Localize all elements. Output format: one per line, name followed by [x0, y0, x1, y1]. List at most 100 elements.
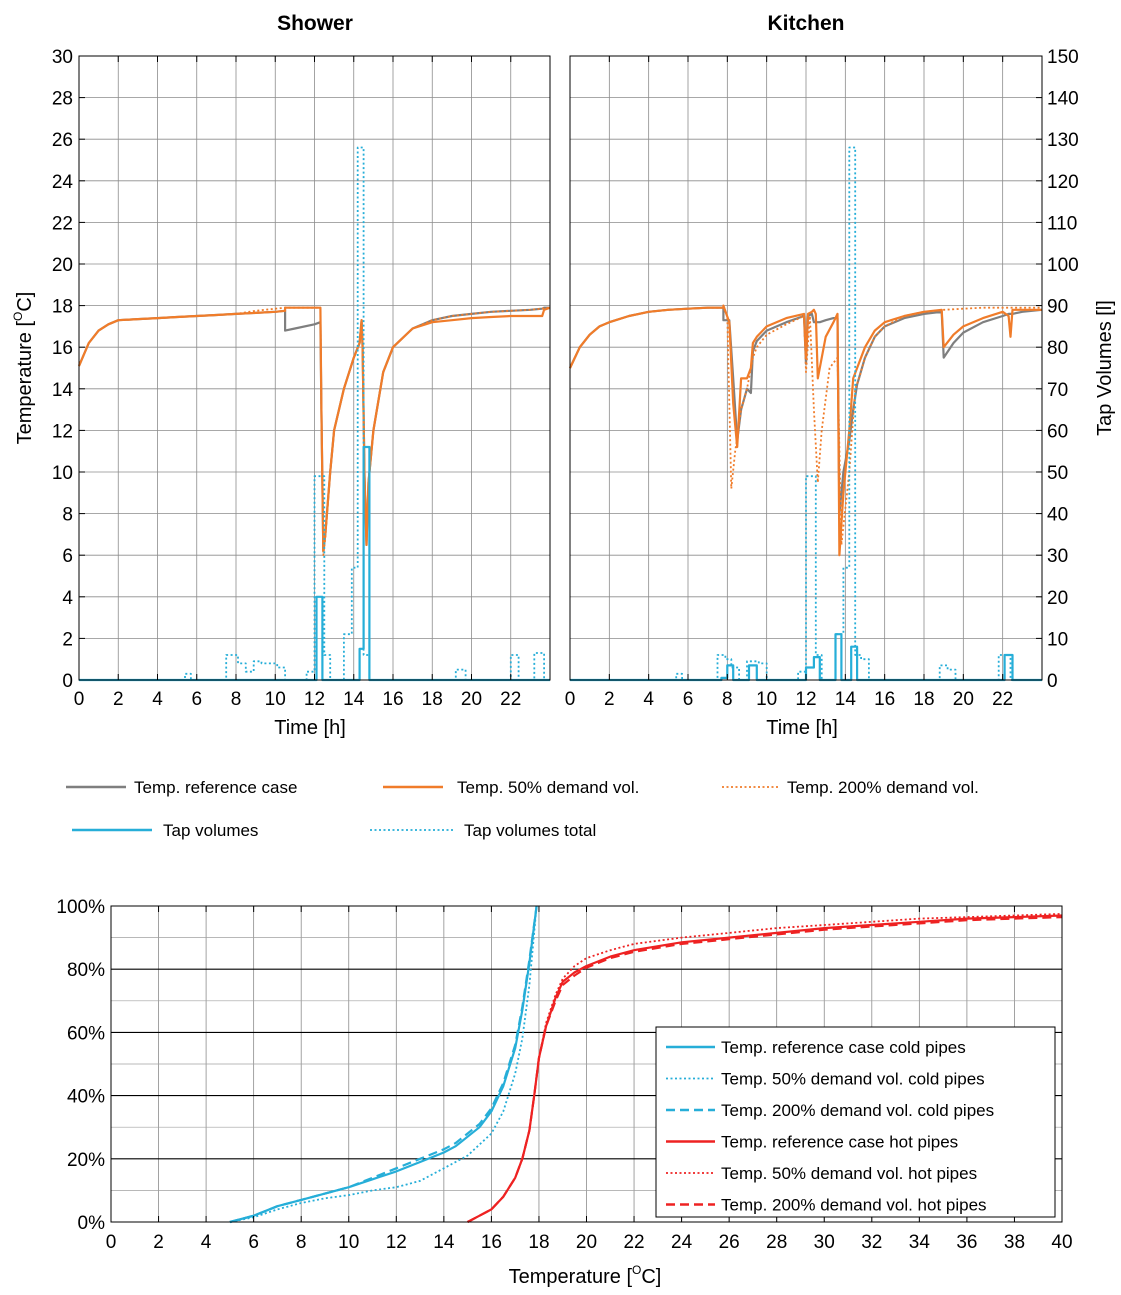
- series-line-2: [78, 306, 551, 557]
- cumulative-series: [229, 905, 1063, 1224]
- x-tick-label: 22: [623, 1232, 644, 1253]
- x-tick-label: 24: [671, 1232, 693, 1253]
- y-tick-label: 4: [62, 588, 73, 609]
- series-line-4: [570, 146, 1042, 681]
- x-tick-label: 4: [643, 689, 654, 710]
- x-tick-label: 20: [953, 689, 974, 710]
- legend-label: Temp. reference case: [134, 778, 297, 797]
- y2-tick-label: 20: [1047, 588, 1068, 609]
- y-tick-label: 0%: [78, 1213, 106, 1234]
- shower-gridlines: [79, 56, 550, 680]
- y2-tick-label: 80: [1047, 338, 1068, 359]
- x-tick-label: 16: [874, 689, 895, 710]
- x-tick-label: 14: [835, 689, 857, 710]
- x-tick-label: 10: [265, 689, 286, 710]
- y-tick-label: 80%: [67, 960, 105, 981]
- legend-label: Temp. 200% demand vol.: [787, 778, 979, 797]
- series-line-4: [79, 146, 550, 681]
- x-tick-label: 40: [1051, 1232, 1072, 1253]
- y-tick-label: 18: [52, 297, 73, 318]
- x-tick-label: 20: [461, 689, 482, 710]
- kitchen-title: Kitchen: [767, 12, 844, 35]
- x-tick-label: 10: [756, 689, 777, 710]
- x-tick-label: 26: [719, 1232, 740, 1253]
- x-tick-label: 6: [248, 1232, 259, 1253]
- y-tick-label: 30: [52, 47, 73, 68]
- kitchen-chart: 0 2 4 6 8 10 12 14 16 18 20 22 0 10 20 30 40 50 60 70 80 90 1…: [565, 12, 1116, 739]
- cumulative-y-ticks: 0% 20% 40% 60% 80% 100%: [56, 897, 105, 1234]
- y2-tick-label: 110: [1047, 213, 1077, 234]
- legend-label: Temp. 50% demand vol.: [457, 778, 639, 797]
- cumulative-x-ticks: 0 2 4 6 8 10 12 14 16 18 20 22 24 26 28 30 32 34 36 38 40: [106, 906, 1073, 1253]
- x-tick-label: 10: [338, 1232, 359, 1253]
- y2-tick-label: 40: [1047, 505, 1068, 526]
- x-tick-label: 12: [304, 689, 325, 710]
- legend-label: Temp. 50% demand vol. cold pipes: [721, 1070, 985, 1089]
- tap-volumes-y2-axis-label: Tap Volumes [l]: [1094, 300, 1116, 436]
- x-tick-label: 0: [106, 1232, 117, 1253]
- x-tick-label: 22: [992, 689, 1013, 710]
- x-tick-label: 4: [201, 1232, 212, 1253]
- x-tick-label: 14: [343, 689, 365, 710]
- y2-tick-label: 50: [1047, 463, 1068, 484]
- y-tick-label: 16: [52, 338, 73, 359]
- cumulative-x-axis-label: Temperature [OC]: [509, 1263, 662, 1288]
- y-tick-label: 20%: [67, 1150, 105, 1171]
- legend-label: Tap volumes: [163, 821, 258, 840]
- kitchen-x-axis-label: Time [h]: [766, 717, 838, 739]
- x-tick-label: 12: [386, 1232, 407, 1253]
- x-tick-label: 16: [481, 1232, 502, 1253]
- x-tick-label: 32: [861, 1232, 882, 1253]
- y2-tick-label: 10: [1047, 629, 1068, 650]
- y-tick-label: 20: [52, 255, 73, 276]
- cdf-series-3: [467, 914, 1063, 1223]
- legend-box: [655, 1026, 1056, 1218]
- kitchen-y2-ticks: 0 10 20 30 40 50 60 70 80 90 100 110 120 130 140 150: [1036, 47, 1079, 692]
- x-tick-label: 14: [433, 1232, 455, 1253]
- y2-tick-label: 120: [1047, 172, 1079, 193]
- y2-tick-label: 90: [1047, 297, 1068, 318]
- x-tick-label: 18: [422, 689, 443, 710]
- x-tick-label: 36: [956, 1232, 977, 1253]
- x-tick-label: 8: [231, 689, 242, 710]
- y2-tick-label: 0: [1047, 671, 1058, 692]
- y2-tick-label: 150: [1047, 47, 1079, 68]
- y-tick-label: 6: [62, 546, 73, 567]
- x-tick-label: 12: [795, 689, 816, 710]
- x-tick-label: 8: [722, 689, 733, 710]
- legend-label: Temp. 50% demand vol. hot pipes: [721, 1164, 977, 1183]
- shower-title: Shower: [277, 12, 353, 35]
- legend-label: Temp. reference case cold pipes: [721, 1038, 966, 1057]
- shower-x-axis-label: Time [h]: [274, 717, 346, 739]
- x-tick-label: 28: [766, 1232, 787, 1253]
- y-tick-label: 14: [52, 380, 74, 401]
- y-tick-label: 10: [52, 463, 73, 484]
- y-tick-label: 100%: [56, 897, 105, 918]
- x-tick-label: 18: [528, 1232, 549, 1253]
- y-tick-label: 8: [62, 505, 73, 526]
- x-tick-label: 6: [191, 689, 202, 710]
- y2-tick-label: 100: [1047, 255, 1079, 276]
- top-legend: Temp. reference case Temp. 50% demand vol…: [66, 778, 979, 840]
- x-tick-label: 8: [296, 1232, 307, 1253]
- legend-label: Temp. 200% demand vol. cold pipes: [721, 1101, 994, 1120]
- cdf-series-4: [467, 913, 1063, 1223]
- y2-tick-label: 60: [1047, 421, 1068, 442]
- y-tick-label: 28: [52, 89, 73, 110]
- y-tick-label: 0: [62, 671, 73, 692]
- series-line-2: [569, 306, 1042, 546]
- x-tick-label: 6: [683, 689, 694, 710]
- x-tick-label: 2: [153, 1232, 164, 1253]
- legend-label: Temp. reference case hot pipes: [721, 1133, 958, 1152]
- x-tick-label: 16: [382, 689, 403, 710]
- x-tick-label: 0: [74, 689, 85, 710]
- cdf-series-2: [229, 905, 538, 1224]
- series-line-1: [569, 304, 1042, 557]
- cumulative-chart: 0 2 4 6 8 10 12 14 16 18 20 22 24 26 28 30 32 34 36 38 40 0%…: [56, 897, 1072, 1288]
- y-tick-label: 60%: [67, 1023, 105, 1044]
- y-tick-label: 12: [52, 421, 73, 442]
- x-tick-label: 20: [576, 1232, 597, 1253]
- cdf-series-1: [229, 905, 538, 1223]
